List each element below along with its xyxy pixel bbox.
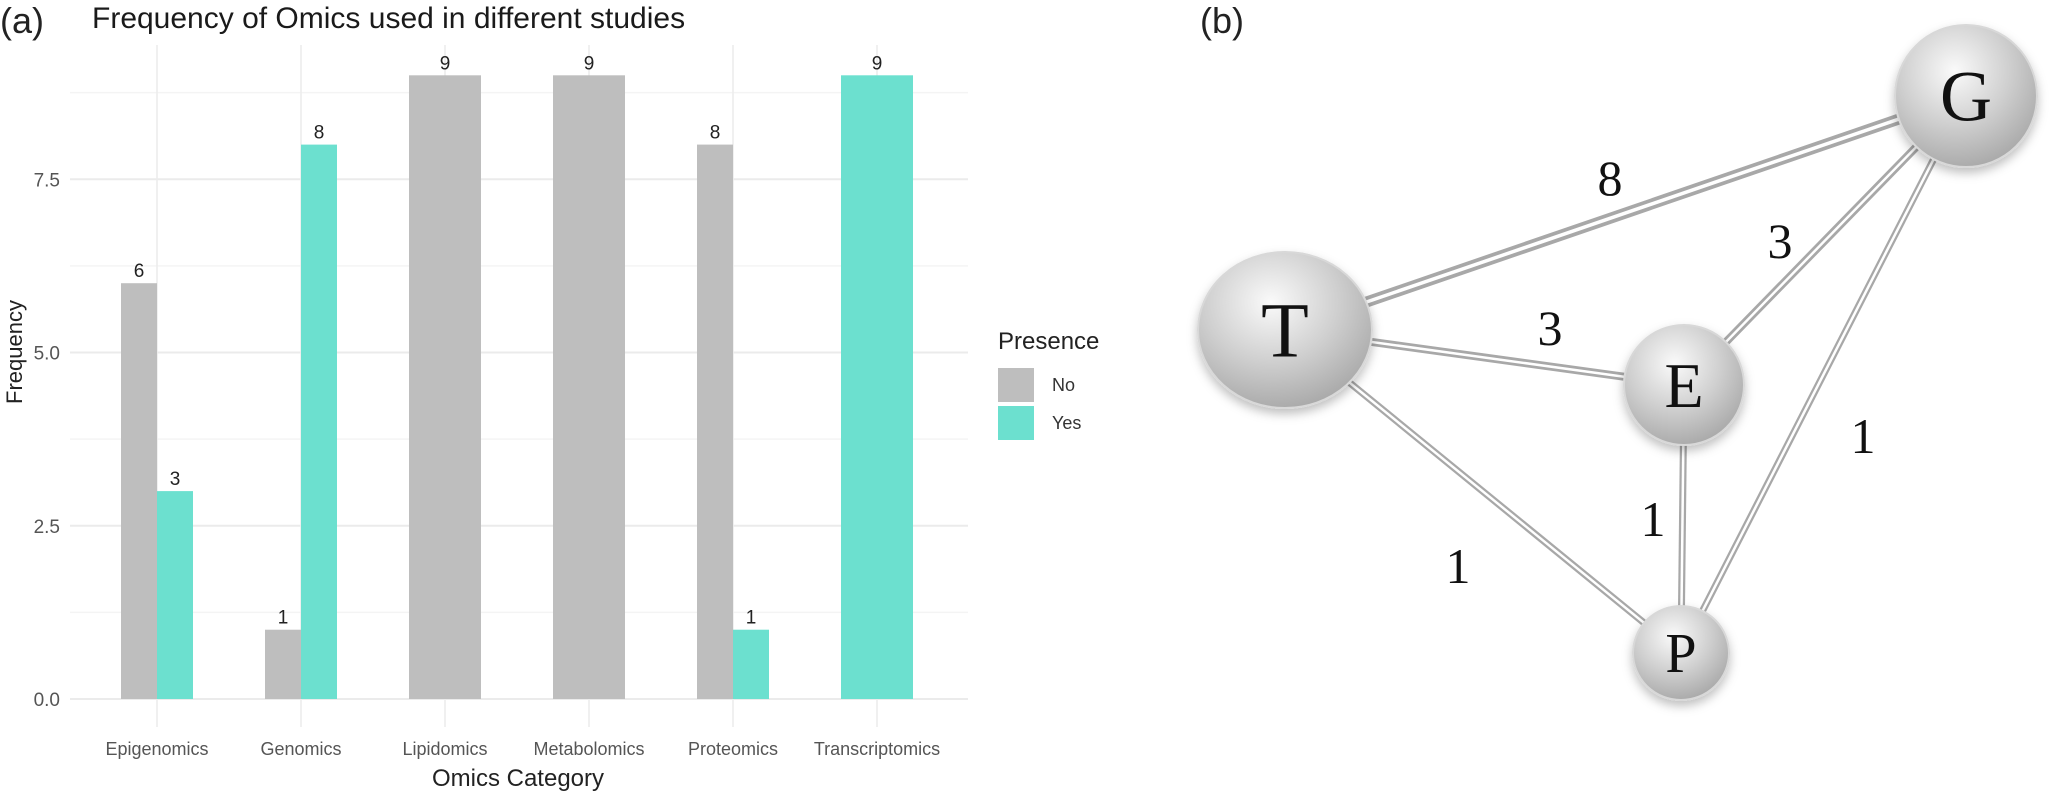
edge-weight-label: 3: [1538, 300, 1563, 356]
y-axis-title: Frequency: [2, 300, 27, 404]
edge-T-G: [1283, 90, 1968, 336]
bar-yes: [301, 144, 337, 700]
legend-item-yes: Yes: [998, 404, 1099, 442]
panel-label-a: (a): [0, 0, 44, 41]
network-diagram: 8 3 3 1 1 1 T G E P: [1197, 24, 2038, 701]
x-axis-title: Omics Category: [432, 765, 604, 792]
bar-yes: [157, 491, 193, 699]
bar-value-label: 3: [170, 469, 181, 490]
legend-label-yes: Yes: [1052, 412, 1082, 433]
bar-no: [553, 75, 625, 700]
legend-label-no: No: [1052, 374, 1076, 395]
legend-swatch-yes: [998, 406, 1034, 440]
node-label: P: [1665, 623, 1696, 685]
panel-label-b: (b): [1200, 0, 1244, 41]
edge-weight-label: 1: [1851, 408, 1876, 464]
x-tick-label: Lipidomics: [402, 739, 487, 759]
bar-value-label: 9: [584, 53, 595, 74]
node-label: E: [1664, 350, 1703, 421]
edge-G-P: [1677, 94, 1970, 655]
edge-weight-label: 1: [1641, 491, 1666, 547]
y-tick-label: 7.5: [34, 170, 60, 191]
legend-title: Presence: [998, 328, 1100, 355]
bar-no: [409, 75, 481, 700]
bar-value-label: 6: [134, 261, 145, 282]
legend-swatch-no: [998, 368, 1034, 402]
y-tick-label: 5.0: [34, 344, 60, 365]
bar-no: [265, 629, 301, 699]
y-tick-label: 0.0: [34, 690, 60, 711]
bar-value-label: 8: [710, 123, 721, 144]
bar-no: [121, 283, 157, 699]
node-G: G: [1894, 24, 2038, 168]
node-E: E: [1623, 324, 1745, 446]
node-label: T: [1261, 287, 1309, 374]
x-tick-label: Metabolomics: [533, 739, 644, 759]
x-tick-label: Genomics: [260, 739, 341, 759]
bar-value-label: 1: [278, 608, 289, 629]
node-P: P: [1632, 605, 1730, 701]
x-tick-label: Transcriptomics: [814, 739, 940, 759]
bar-value-label: 9: [440, 53, 451, 74]
legend: Presence No Yes: [998, 328, 1099, 442]
node-T: T: [1197, 251, 1373, 409]
bar-value-label: 1: [746, 608, 757, 629]
edge-weight-label: 3: [1768, 213, 1793, 269]
edge-weight-label: 8: [1598, 150, 1623, 206]
x-tick-label: Proteomics: [688, 739, 778, 759]
bar-yes: [841, 75, 913, 700]
bar-chart: 0.0 2.5 5.0 7.5 6 3 Epigenomics 1 8 Genomics 9 Lipi…: [2, 45, 968, 792]
y-tick-label: 2.5: [34, 517, 60, 538]
node-label: G: [1940, 56, 1992, 136]
bar-value-label: 9: [872, 53, 883, 74]
edge-weight-label: 1: [1446, 538, 1471, 594]
legend-item-no: No: [998, 366, 1099, 404]
chart-title: Frequency of Omics used in different stu…: [92, 2, 686, 35]
bar-value-label: 8: [314, 123, 325, 144]
edge-T-P: [1282, 327, 1684, 656]
bar-yes: [733, 629, 769, 699]
x-tick-label: Epigenomics: [105, 739, 208, 759]
bar-no: [697, 144, 733, 700]
